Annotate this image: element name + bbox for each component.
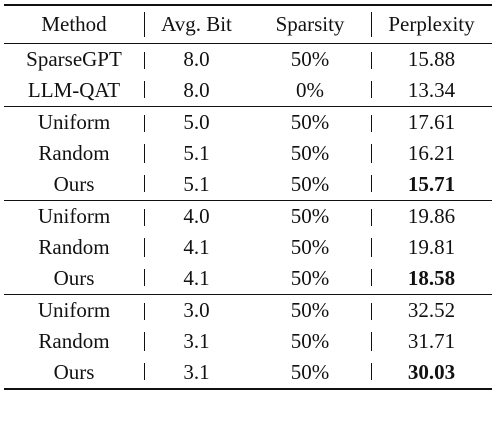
results-table: Method Avg. Bit Sparsity Perplexity Spar… [4, 4, 492, 390]
sparsity-cell: 50% [249, 357, 371, 390]
avg-bit-cell: 3.1 [144, 357, 249, 390]
method-cell: LLM-QAT [27, 78, 121, 102]
row-group: Uniform 4.0 50% 19.86 Random 4.1 50% 19.81 Ours 4… [4, 200, 492, 295]
avg-bit-cell: 3.1 [144, 326, 249, 357]
perplexity-cell: 13.34 [371, 75, 492, 107]
method-cell: Random [38, 141, 110, 165]
avg-bit-cell: 5.0 [144, 106, 249, 138]
method-cell: Random [38, 235, 110, 259]
table-row: Uniform 5.0 50% 17.61 [4, 106, 492, 138]
perplexity-cell: 15.71 [371, 169, 492, 201]
avg-bit-cell: 5.1 [144, 138, 249, 169]
sparsity-cell: 50% [249, 200, 371, 232]
header-perplexity: Perplexity [371, 4, 492, 44]
perplexity-cell: 16.21 [371, 138, 492, 169]
table-row: Uniform 3.0 50% 32.52 [4, 294, 492, 326]
perplexity-cell: 32.52 [371, 294, 492, 326]
table-header-row: Method Avg. Bit Sparsity Perplexity [4, 4, 492, 44]
table-row: Random 5.1 50% 16.21 [4, 138, 492, 169]
sparsity-cell: 50% [290, 141, 330, 165]
sparsity-cell: 50% [290, 329, 330, 353]
avg-bit-cell: 3.0 [144, 294, 249, 326]
sparsity-cell: 50% [249, 294, 371, 326]
avg-bit-cell: 4.0 [144, 200, 249, 232]
method-cell: Ours [4, 357, 144, 390]
method-cell: Random [38, 329, 110, 353]
table-row: Ours 4.1 50% 18.58 [4, 263, 492, 295]
header-avg-bit: Avg. Bit [144, 4, 249, 44]
table-row: Ours 5.1 50% 15.71 [4, 169, 492, 201]
avg-bit-cell: 4.1 [144, 232, 249, 263]
header-method: Method [4, 4, 144, 44]
perplexity-cell: 18.58 [371, 263, 492, 295]
row-group: Uniform 5.0 50% 17.61 Random 5.1 50% 16.21 Ours 5… [4, 106, 492, 201]
perplexity-cell: 19.81 [371, 232, 492, 263]
table-row: Ours 3.1 50% 30.03 [4, 357, 492, 390]
avg-bit-cell: 8.0 [144, 75, 249, 107]
row-group: Uniform 3.0 50% 32.52 Random 3.1 50% 31.71 Ours 3… [4, 294, 492, 390]
method-cell: Uniform [4, 200, 144, 232]
sparsity-cell: 50% [290, 235, 330, 259]
sparsity-cell: 50% [249, 43, 371, 75]
avg-bit-cell: 5.1 [144, 169, 249, 201]
table-row: Uniform 4.0 50% 19.86 [4, 200, 492, 232]
table-row: LLM-QAT 8.0 0% 13.34 [4, 75, 492, 107]
table-row: Random 4.1 50% 19.81 [4, 232, 492, 263]
method-cell: Ours [53, 266, 95, 290]
avg-bit-cell: 8.0 [144, 43, 249, 75]
perplexity-cell: 19.86 [371, 200, 492, 232]
header-sparsity: Sparsity [249, 4, 371, 44]
method-cell: Uniform [4, 106, 144, 138]
avg-bit-cell: 4.1 [144, 263, 249, 295]
sparsity-cell: 50% [290, 172, 330, 196]
method-cell: Ours [53, 172, 95, 196]
perplexity-cell: 31.71 [371, 326, 492, 357]
perplexity-cell: 17.61 [371, 106, 492, 138]
method-cell: SparseGPT [4, 43, 144, 75]
table-row: Random 3.1 50% 31.71 [4, 326, 492, 357]
sparsity-cell: 0% [296, 78, 324, 102]
row-group: SparseGPT 8.0 50% 15.88 LLM-QAT 8.0 0% 13.34 [4, 43, 492, 107]
sparsity-cell: 50% [290, 266, 330, 290]
table-row: SparseGPT 8.0 50% 15.88 [4, 43, 492, 75]
perplexity-cell: 15.88 [371, 43, 492, 75]
sparsity-cell: 50% [249, 106, 371, 138]
perplexity-cell: 30.03 [371, 357, 492, 390]
method-cell: Uniform [4, 294, 144, 326]
